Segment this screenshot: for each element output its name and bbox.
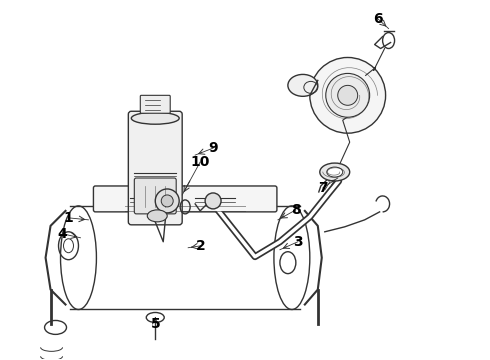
Circle shape [338, 85, 358, 105]
Circle shape [205, 193, 221, 209]
Circle shape [155, 189, 179, 213]
Ellipse shape [131, 112, 179, 124]
Text: 9: 9 [208, 141, 218, 155]
Circle shape [310, 58, 386, 133]
Text: 1: 1 [64, 211, 74, 225]
Text: 10: 10 [191, 155, 210, 169]
Circle shape [326, 73, 369, 117]
Text: 3: 3 [293, 235, 303, 249]
Text: 7: 7 [318, 181, 328, 195]
Text: 6: 6 [373, 12, 382, 26]
FancyBboxPatch shape [128, 111, 182, 225]
FancyBboxPatch shape [94, 186, 277, 212]
FancyBboxPatch shape [134, 178, 176, 214]
Ellipse shape [147, 210, 167, 222]
FancyBboxPatch shape [140, 95, 170, 113]
Ellipse shape [327, 167, 343, 177]
Circle shape [161, 195, 173, 207]
Text: 5: 5 [150, 318, 160, 332]
Text: 4: 4 [58, 227, 68, 241]
Ellipse shape [288, 75, 318, 96]
Ellipse shape [320, 163, 350, 181]
Text: 8: 8 [291, 203, 301, 217]
Text: 2: 2 [196, 239, 206, 253]
